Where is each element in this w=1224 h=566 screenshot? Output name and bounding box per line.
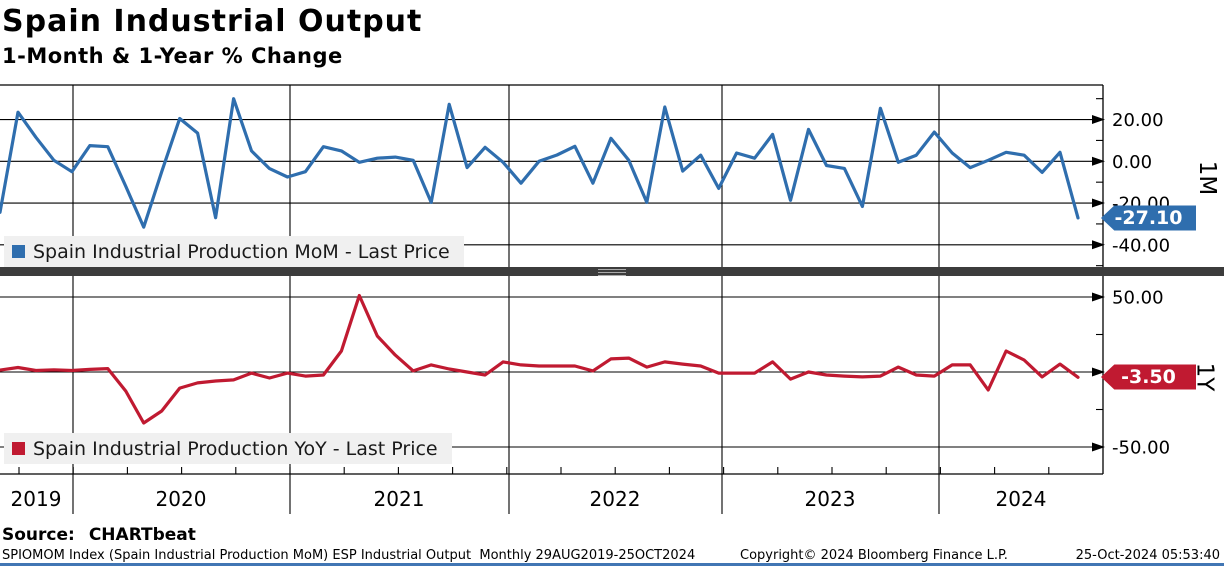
gridline-arrow-icon bbox=[1092, 367, 1105, 377]
x-tick-label-2023: 2023 bbox=[804, 487, 856, 511]
y-tick-label: 20.00 bbox=[1112, 110, 1164, 131]
page-subtitle: 1-Month & 1-Year % Change bbox=[2, 44, 343, 68]
source-label: Source: bbox=[2, 525, 75, 545]
last-price-tag-mom: -27.10 bbox=[1101, 205, 1196, 231]
x-tick-label-2022: 2022 bbox=[589, 487, 641, 511]
gridline-arrow-icon bbox=[1092, 115, 1105, 125]
y-tick-label: 50.00 bbox=[1112, 288, 1164, 309]
footer-ticker-info: SPIOMOM Index (Spain Industrial Producti… bbox=[2, 548, 696, 563]
bottom-accent-bar bbox=[0, 563, 1224, 566]
footer-copyright: Copyright© 2024 Bloomberg Finance L.P. bbox=[740, 548, 1008, 563]
source-value: CHARTbeat bbox=[88, 525, 196, 545]
footer-timestamp: 25-Oct-2024 05:53:40 bbox=[1075, 548, 1220, 563]
x-tick-label-2024: 2024 bbox=[995, 487, 1047, 511]
axis-title-1m: 1M bbox=[1194, 160, 1221, 196]
legend-label-yoy: Spain Industrial Production YoY - Last P… bbox=[33, 437, 438, 460]
page-title: Spain Industrial Output bbox=[2, 4, 423, 39]
y-tick-label: -50.00 bbox=[1112, 438, 1170, 459]
gridline-arrow-icon bbox=[1092, 156, 1105, 166]
last-price-tag-yoy: -3.50 bbox=[1101, 364, 1196, 390]
legend-swatch-yoy-icon bbox=[12, 442, 25, 455]
series-line-1y bbox=[0, 293, 1080, 425]
gridline-arrow-icon bbox=[1092, 198, 1105, 208]
panel-splitter[interactable] bbox=[0, 267, 1224, 276]
splitter-grip-icon[interactable] bbox=[598, 269, 626, 276]
source-row: Source: CHARTbeat bbox=[2, 525, 196, 545]
y-tick-label: -40.00 bbox=[1112, 235, 1170, 256]
legend-mom: Spain Industrial Production MoM - Last P… bbox=[4, 236, 464, 267]
legend-yoy: Spain Industrial Production YoY - Last P… bbox=[4, 433, 452, 464]
x-tick-label-2020: 2020 bbox=[155, 487, 207, 511]
gridline-arrow-icon bbox=[1092, 240, 1105, 250]
gridline-arrow-icon bbox=[1092, 292, 1105, 302]
legend-label-mom: Spain Industrial Production MoM - Last P… bbox=[33, 240, 450, 263]
x-tick-label-2021: 2021 bbox=[373, 487, 425, 511]
legend-swatch-mom-icon bbox=[12, 245, 25, 258]
series-line-1m bbox=[0, 97, 1080, 229]
x-tick-label-2019: 2019 bbox=[10, 487, 62, 511]
gridline-arrow-icon bbox=[1092, 442, 1105, 452]
y-tick-label: 0.00 bbox=[1112, 152, 1152, 173]
